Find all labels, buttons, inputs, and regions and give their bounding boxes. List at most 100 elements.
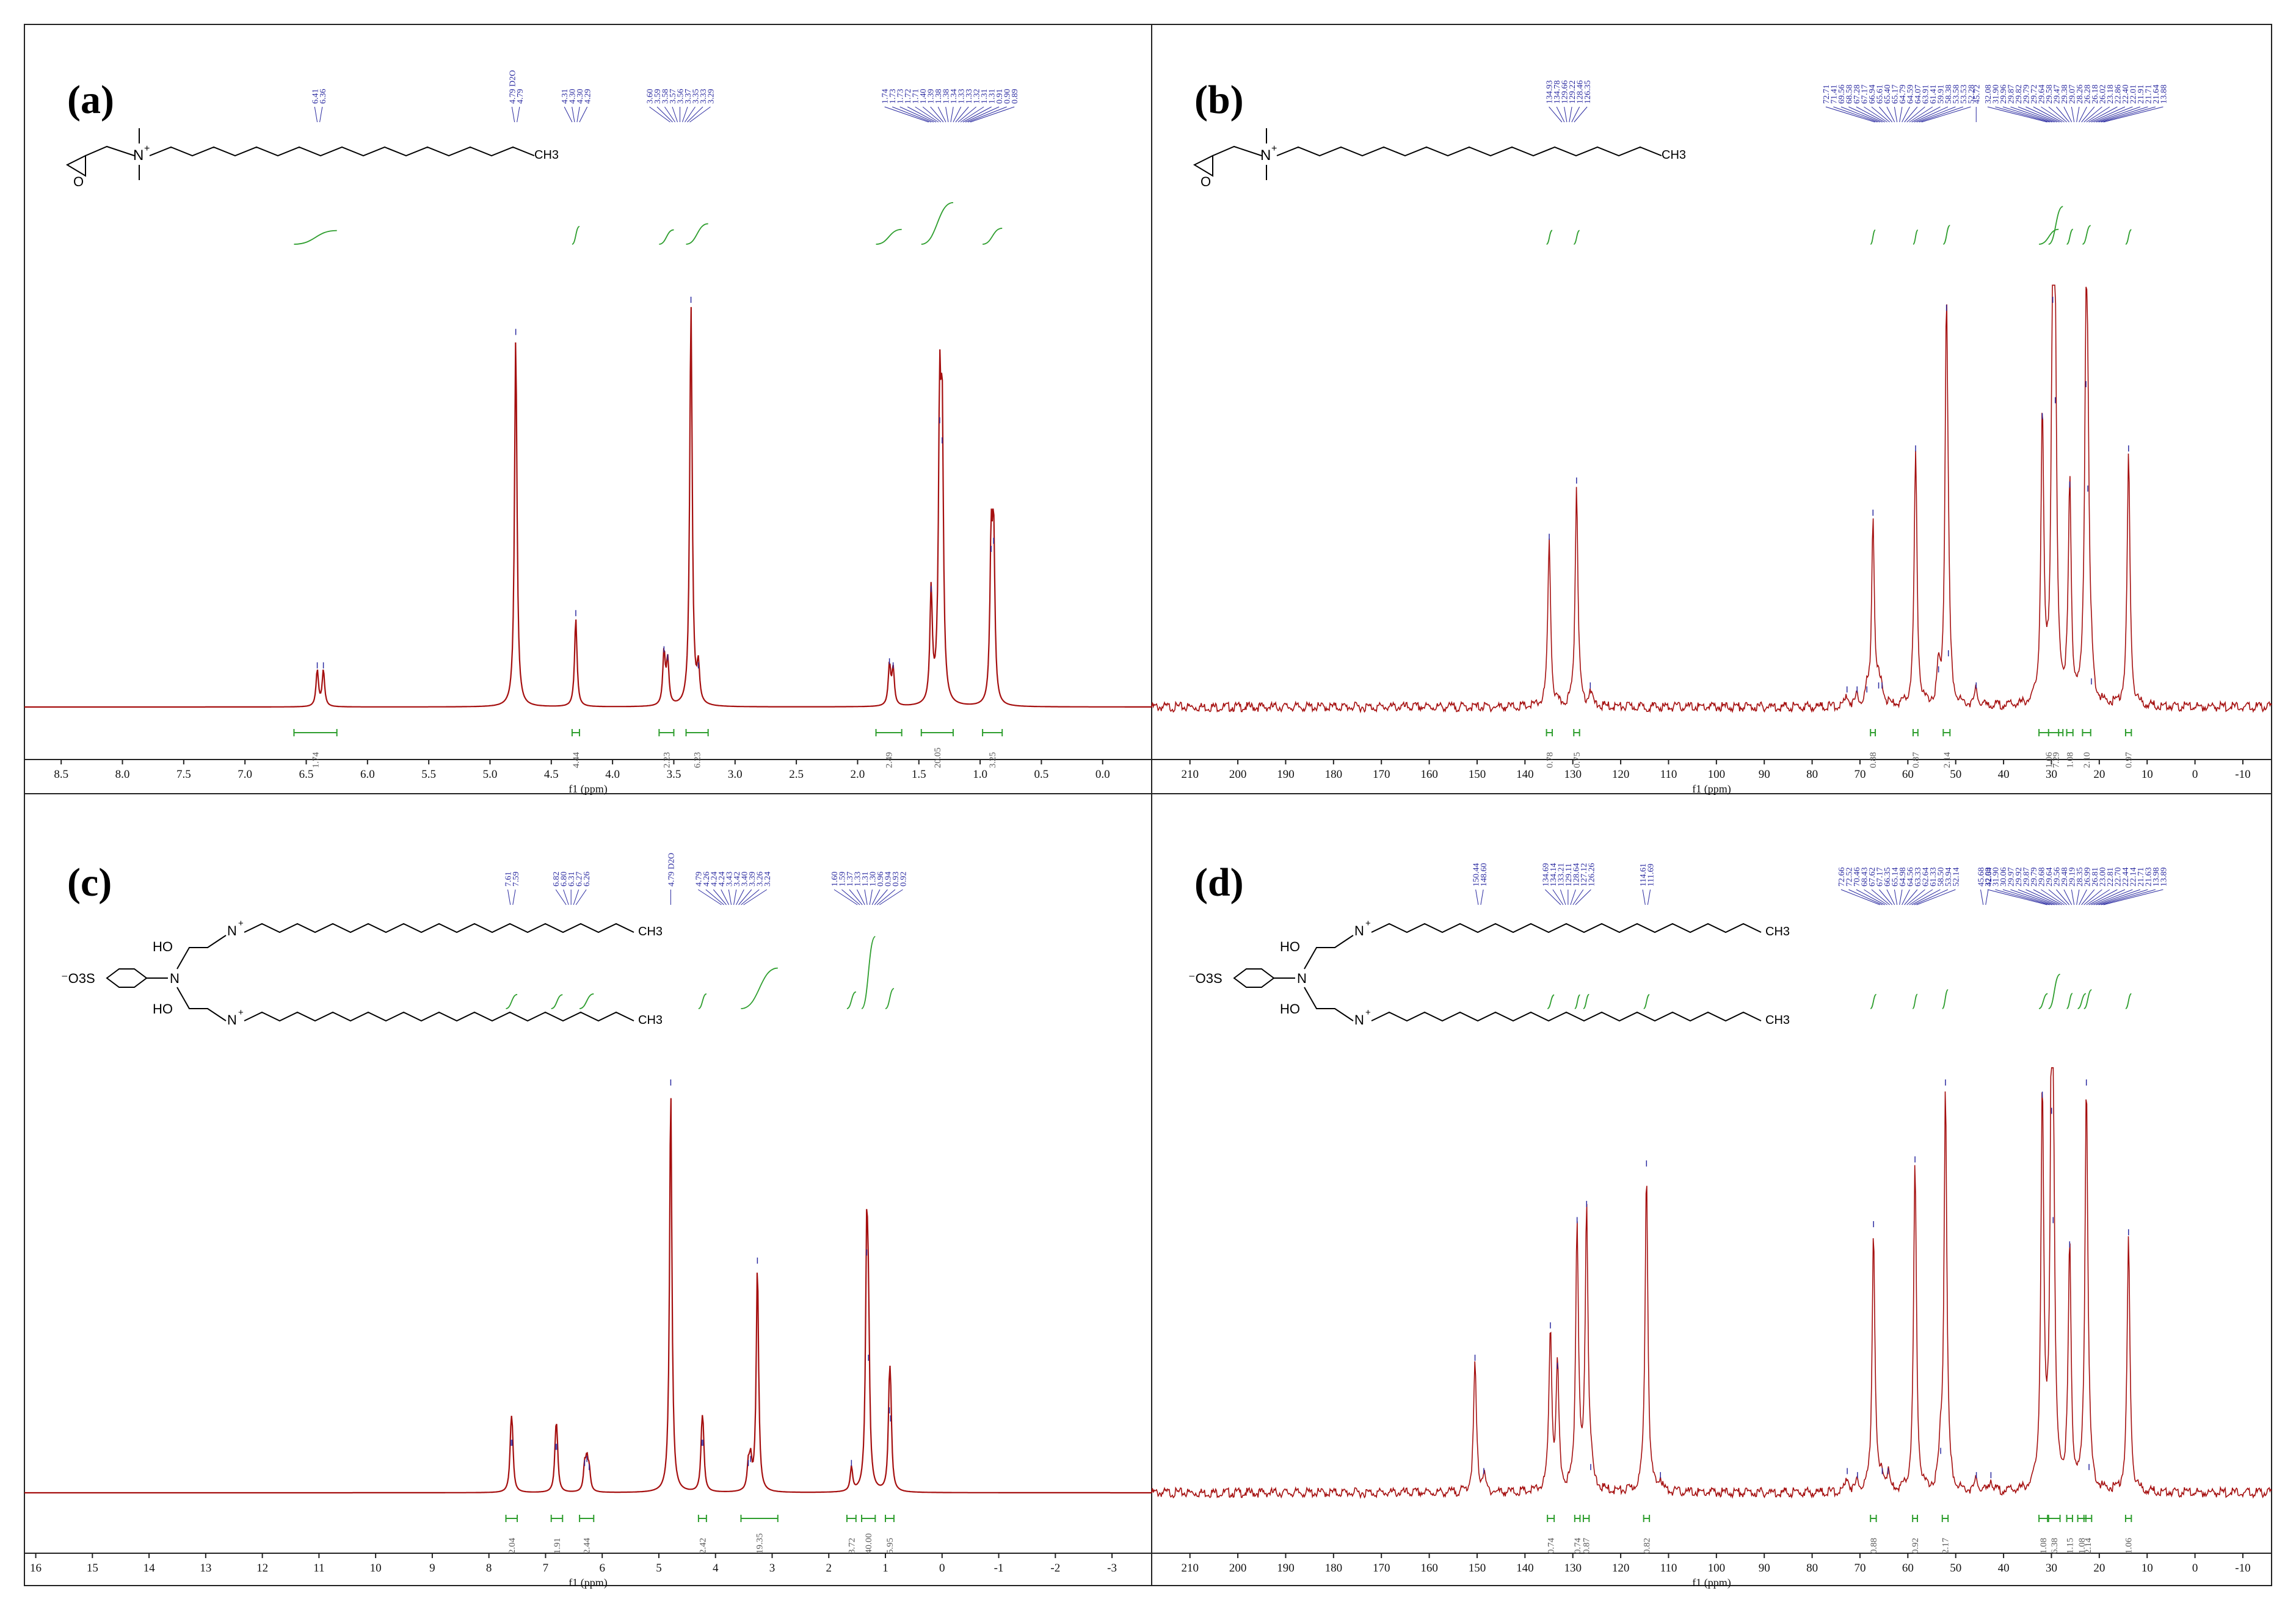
peak-label: 128.64 — [1572, 863, 1581, 887]
peak-label: 29.19 — [2068, 868, 2077, 887]
peak-label-leader — [965, 106, 1000, 123]
integral-curve — [506, 994, 518, 1009]
peak-label: 1.31 — [861, 872, 870, 887]
x-axis-title: f1 (ppm) — [1692, 1576, 1731, 1589]
peak-label: 59.91 — [1936, 85, 1945, 104]
peak-label-leader — [1575, 889, 1591, 905]
peak-label: 1.37 — [846, 872, 855, 887]
x-tick-label: 7.5 — [176, 768, 191, 781]
peak-label-leader — [1825, 106, 1875, 123]
peak-label-leader — [899, 106, 934, 123]
integral-value: 1.08 — [2066, 752, 2076, 768]
peak-label: 29.96 — [1999, 85, 2008, 104]
peak-label-leader — [1840, 889, 1880, 905]
x-tick-label: 170 — [1373, 1562, 1390, 1575]
peak-label: 64.07 — [1914, 85, 1923, 104]
x-tick-label: 1.0 — [973, 768, 987, 781]
peak-label: 71.41 — [1829, 85, 1839, 104]
x-tick-label: 3 — [769, 1562, 776, 1575]
peak-label: 4.79 D2O — [508, 70, 517, 104]
integral-curve — [579, 993, 594, 1009]
peak-label-leader — [1904, 106, 1918, 123]
peak-label-leader — [314, 106, 318, 123]
peak-label-leader — [512, 889, 516, 905]
peak-label: 29.87 — [2007, 85, 2016, 104]
peak-label: 53.58 — [1952, 85, 1961, 104]
peak-label-leader — [2041, 106, 2065, 123]
peak-label: 29.64 — [2045, 868, 2054, 887]
x-tick-label: 50 — [1950, 768, 1961, 781]
peak-label-leader — [1899, 106, 1903, 123]
panel-label: (c) — [67, 860, 112, 905]
peak-label: 1.73 — [888, 89, 898, 104]
oxygen-label: O — [1201, 174, 1211, 189]
peak-label: 23.18 — [2106, 85, 2115, 104]
peak-label: 148.60 — [1480, 863, 1489, 887]
peak-label: 3.42 — [733, 872, 742, 887]
peak-label-leader — [1980, 889, 1984, 905]
peak-label-leader — [960, 106, 984, 123]
peak-label: 29.07 — [2068, 85, 2077, 104]
peak-label: 4.31 — [561, 89, 570, 104]
peak-label: 29.56 — [2052, 868, 2062, 887]
peak-label-leader — [1904, 889, 1918, 905]
integral-curve — [572, 226, 580, 245]
peak-label: 1.74 — [881, 89, 890, 104]
terminal-ch3-top: CH3 — [638, 925, 663, 938]
peak-label-leader — [955, 106, 969, 123]
peak-label-leader — [2083, 106, 2102, 123]
x-tick-label: 60 — [1902, 1562, 1914, 1575]
peak-label-leader — [2010, 889, 2055, 905]
nitrogen-label: N — [1260, 147, 1271, 164]
peak-label: 4.30 — [576, 89, 585, 104]
peak-label-leader — [517, 106, 520, 123]
peak-label-leader — [1886, 889, 1895, 905]
peak-label: 3.24 — [763, 872, 772, 887]
peak-label: 4.24 — [710, 872, 719, 887]
peak-label-leader — [967, 106, 1007, 123]
peak-label-leader — [2033, 106, 2062, 123]
peak-label-leader — [874, 889, 888, 905]
peak-label: 3.39 — [748, 872, 757, 887]
peak-label-leader — [682, 106, 688, 123]
integral-value: 0.88 — [1869, 1538, 1879, 1554]
peak-label-leader — [1545, 889, 1561, 905]
peak-label-leader — [2091, 106, 2126, 123]
integral-value: 2.14 — [1942, 752, 1952, 768]
x-tick-label: 2 — [826, 1562, 832, 1575]
peak-label-leader — [1894, 106, 1898, 123]
integral-value: 0.75 — [1572, 752, 1582, 768]
peak-label-leader — [1848, 106, 1883, 123]
x-tick-label: 1.5 — [912, 768, 926, 781]
integral-curve — [1547, 994, 1555, 1009]
peak-label: 1.33 — [957, 89, 967, 104]
charge-label: + — [238, 918, 244, 929]
x-tick-label: 8 — [486, 1562, 492, 1575]
peak-label: 21.91 — [2137, 85, 2146, 104]
peak-label: 64.56 — [1906, 868, 1915, 887]
x-tick-label: 3.0 — [728, 768, 743, 781]
peak-label-leader — [664, 106, 675, 123]
peak-label: 22.14 — [2129, 868, 2138, 887]
x-tick-label: 2.0 — [851, 768, 865, 781]
peak-label: 133.21 — [1557, 863, 1566, 887]
hydroxyl-label-top: HO — [153, 939, 173, 954]
peak-label-leader — [2086, 106, 2110, 123]
amine-n-label: N — [1297, 971, 1307, 986]
peak-label: 29.72 — [2030, 85, 2039, 104]
quat-n-bottom: N — [227, 1012, 237, 1028]
peak-label: 0.94 — [884, 872, 893, 887]
peak-label-leader — [2096, 106, 2141, 123]
x-tick-label: -10 — [2235, 768, 2250, 781]
charge-label: + — [238, 1007, 244, 1018]
panel-b: 210 200 190 180 170 160 150 140 130 120 110 100 90 80… — [1151, 78, 2272, 796]
x-tick-label: 40 — [1998, 768, 2010, 781]
peak-label: 4.79 D2O — [667, 853, 676, 887]
x-tick-label: 5.0 — [483, 768, 498, 781]
integral-value: 3.25 — [988, 752, 998, 768]
x-tick-label: 6.0 — [360, 768, 375, 781]
peak-label-leader — [864, 889, 868, 905]
x-tick-label: 150 — [1469, 768, 1486, 781]
peak-label: 29.92 — [2014, 868, 2024, 887]
peak-label: 1.39 — [927, 89, 936, 104]
